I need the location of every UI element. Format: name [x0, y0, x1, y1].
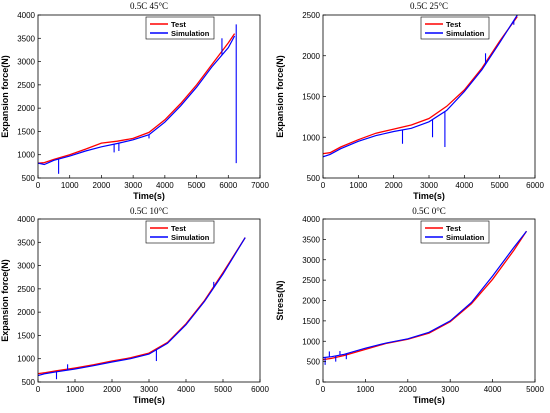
x-tick-label: 3000: [140, 385, 158, 394]
y-axis-label: Stress(N): [275, 280, 285, 320]
series-test-line: [323, 230, 528, 361]
x-tick-label: 0: [321, 181, 326, 190]
y-axis-label: Expansion force(N): [0, 259, 10, 342]
y-tick-label: 500: [22, 174, 36, 183]
x-tick-label: 6000: [251, 385, 269, 394]
y-axis-label: Expansion force(N): [275, 55, 285, 138]
y-tick-label: 1000: [17, 355, 35, 364]
x-tick-label: 0: [36, 385, 41, 394]
y-tick-label: 1000: [302, 337, 320, 346]
chart-title: 0.5C 25°C: [410, 1, 448, 11]
legend-label-test: Test: [446, 20, 461, 29]
x-tick-label: 2000: [385, 181, 403, 190]
y-tick-label: 2500: [302, 11, 320, 20]
y-tick-label: 1500: [302, 317, 320, 326]
series-test-line: [323, 16, 518, 155]
chart-title: 0.5C 0°C: [412, 206, 446, 216]
y-tick-label: 2500: [17, 81, 35, 90]
y-tick-label: 1500: [17, 331, 35, 340]
plot-area-frame: [322, 218, 536, 383]
y-tick-label: 0: [316, 378, 321, 387]
legend-label-test: Test: [171, 224, 186, 233]
y-tick-label: 500: [22, 378, 36, 387]
x-axis-label: Time(s): [133, 191, 165, 201]
y-tick-label: 2000: [17, 104, 35, 113]
x-tick-label: 3000: [441, 385, 459, 394]
x-axis-label: Time(s): [413, 395, 445, 405]
x-tick-label: 0: [36, 181, 41, 190]
y-tick-label: 3000: [17, 58, 35, 67]
series-simulation-line: [38, 35, 236, 166]
legend-label-test: Test: [446, 224, 461, 233]
chart-45c: 0.5C 45°C 0 1000 2000 3000 4000 5000 6000 7000 50…: [0, 1, 269, 201]
x-tick-label: 4000: [177, 385, 195, 394]
y-tick-label: 3500: [17, 238, 35, 247]
x-tick-label: 5000: [491, 181, 509, 190]
y-tick-label: 3000: [302, 256, 320, 265]
y-tick-label: 3500: [17, 34, 35, 43]
x-tick-label: 1000: [61, 181, 79, 190]
y-tick-label: 2000: [302, 297, 320, 306]
y-tick-label: 2000: [302, 52, 320, 61]
x-tick-label: 1000: [66, 385, 84, 394]
x-tick-label: 1000: [349, 181, 367, 190]
chart-10c: 0.5C 10°C 0 1000 2000 3000 4000 5000 6000 500 100…: [0, 206, 269, 405]
series-test-line: [38, 33, 236, 164]
x-tick-label: 6000: [526, 181, 544, 190]
chart-25c: 0.5C 25°C 0 1000 2000 3000 4000 5000 6000 500 100…: [275, 1, 544, 201]
x-axis-label: Time(s): [413, 191, 445, 201]
chart-0c: 0.5C 0°C 0 1000 2000 3000 4000 5000 0 500 1000 150…: [275, 206, 544, 405]
x-tick-label: 4000: [484, 385, 502, 394]
x-tick-label: 3000: [124, 181, 142, 190]
plot-area-frame: [37, 14, 261, 179]
x-tick-label: 2000: [103, 385, 121, 394]
legend-label-test: Test: [171, 20, 186, 29]
y-tick-label: 4000: [17, 11, 35, 20]
x-tick-label: 6000: [219, 181, 237, 190]
y-tick-label: 3500: [302, 235, 320, 244]
x-tick-label: 4000: [455, 181, 473, 190]
plot-area-frame: [322, 14, 536, 179]
legend-label-simulation: Simulation: [446, 29, 485, 38]
y-axis-label: Expansion force(N): [0, 55, 10, 138]
y-tick-label: 4000: [17, 215, 35, 224]
plot-area-frame: [37, 218, 261, 383]
chart-title: 0.5C 45°C: [130, 1, 168, 11]
x-tick-label: 4000: [156, 181, 174, 190]
x-tick-label: 1000: [357, 385, 375, 394]
series-simulation-line: [323, 15, 518, 158]
y-tick-label: 2000: [17, 308, 35, 317]
x-tick-label: 2000: [399, 385, 417, 394]
legend-label-simulation: Simulation: [171, 233, 210, 242]
legend-label-simulation: Simulation: [171, 29, 210, 38]
y-tick-label: 2500: [302, 276, 320, 285]
x-tick-label: 3000: [420, 181, 438, 190]
y-tick-label: 3000: [17, 262, 35, 271]
y-tick-label: 1000: [17, 151, 35, 160]
legend-label-simulation: Simulation: [446, 233, 485, 242]
x-tick-label: 5000: [526, 385, 544, 394]
x-tick-label: 0: [321, 385, 326, 394]
x-tick-label: 7000: [251, 181, 269, 190]
y-tick-label: 1500: [302, 93, 320, 102]
y-tick-label: 500: [307, 358, 321, 367]
y-tick-label: 500: [307, 174, 321, 183]
x-tick-label: 5000: [188, 181, 206, 190]
y-tick-label: 4000: [302, 215, 320, 224]
x-axis-label: Time(s): [133, 395, 165, 405]
y-tick-label: 1500: [17, 127, 35, 136]
series-test-line: [38, 237, 246, 375]
x-tick-label: 5000: [214, 385, 232, 394]
series-simulation-line: [323, 230, 527, 359]
y-tick-label: 2500: [17, 285, 35, 294]
chart-title: 0.5C 10°C: [130, 206, 168, 216]
x-tick-label: 2000: [93, 181, 111, 190]
y-tick-label: 1000: [302, 133, 320, 142]
